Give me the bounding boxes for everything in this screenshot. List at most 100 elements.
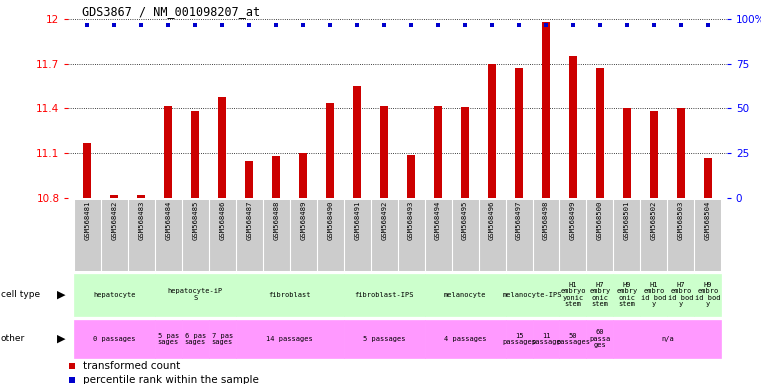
Bar (74, 273, 154, 316)
Text: GSM568484: GSM568484 (165, 201, 171, 240)
Bar (154, 200, 182, 271)
Text: 7 pas
sages: 7 pas sages (212, 333, 233, 345)
Text: 60
passa
ges: 60 passa ges (589, 329, 610, 348)
Bar (263, 200, 290, 271)
Text: GSM568494: GSM568494 (435, 201, 441, 240)
Bar (344, 200, 371, 271)
Bar (74, 319, 154, 358)
Text: H1
embryo
yonic
stem: H1 embryo yonic stem (560, 282, 586, 308)
Bar (533, 200, 559, 271)
Bar (533, 319, 559, 358)
Bar (317, 200, 344, 271)
Bar (182, 319, 209, 358)
Bar (191, 111, 199, 198)
Bar (569, 56, 577, 198)
Bar (587, 200, 613, 271)
Bar (154, 273, 236, 316)
Text: GSM568502: GSM568502 (651, 201, 657, 240)
Text: GSM568483: GSM568483 (139, 201, 145, 240)
Bar (613, 200, 641, 271)
Text: hepatocyte: hepatocyte (93, 292, 135, 298)
Bar (353, 86, 361, 198)
Text: 15
passages: 15 passages (502, 333, 536, 345)
Text: other: other (1, 334, 25, 343)
Text: H9
embro
id bod
y: H9 embro id bod y (695, 282, 721, 308)
Bar (101, 200, 128, 271)
Bar (425, 273, 505, 316)
Text: H7
embry
onic
stem: H7 embry onic stem (589, 282, 610, 308)
Text: GSM568482: GSM568482 (111, 201, 117, 240)
Bar (209, 319, 236, 358)
Bar (461, 107, 469, 198)
Bar (587, 273, 613, 316)
Bar (74, 200, 101, 271)
Text: melanocyte-IPS: melanocyte-IPS (503, 292, 562, 298)
Bar (613, 319, 721, 358)
Text: 14 passages: 14 passages (266, 336, 313, 342)
Bar (110, 195, 119, 198)
Bar (236, 200, 263, 271)
Text: GDS3867 / NM_001098207_at: GDS3867 / NM_001098207_at (81, 5, 260, 18)
Text: ▶: ▶ (57, 334, 65, 344)
Bar (613, 273, 641, 316)
Text: percentile rank within the sample: percentile rank within the sample (83, 374, 259, 384)
Bar (505, 273, 559, 316)
Text: GSM568499: GSM568499 (570, 201, 576, 240)
Bar (154, 319, 182, 358)
Bar (505, 200, 533, 271)
Bar (515, 68, 523, 198)
Bar (83, 143, 91, 198)
Bar (694, 273, 721, 316)
Bar (641, 273, 667, 316)
Bar (596, 68, 604, 198)
Bar (344, 319, 425, 358)
Bar (164, 106, 172, 198)
Bar (236, 319, 344, 358)
Bar (694, 200, 721, 271)
Text: GSM568490: GSM568490 (327, 201, 333, 240)
Text: H9
embry
onic
stem: H9 embry onic stem (616, 282, 638, 308)
Bar (380, 106, 388, 198)
Bar (451, 200, 479, 271)
Text: GSM568496: GSM568496 (489, 201, 495, 240)
Bar (299, 153, 307, 198)
Bar (559, 319, 587, 358)
Bar (245, 161, 253, 198)
Bar (425, 319, 505, 358)
Bar (218, 96, 226, 198)
Text: 0 passages: 0 passages (93, 336, 135, 342)
Bar (272, 156, 280, 198)
Bar (182, 200, 209, 271)
Bar (290, 200, 317, 271)
Text: GSM568503: GSM568503 (678, 201, 684, 240)
Text: ▶: ▶ (57, 290, 65, 300)
Text: GSM568492: GSM568492 (381, 201, 387, 240)
Text: fibroblast-IPS: fibroblast-IPS (355, 292, 414, 298)
Text: GSM568504: GSM568504 (705, 201, 711, 240)
Bar (407, 155, 416, 198)
Bar (488, 64, 496, 198)
Text: 50
passages: 50 passages (556, 333, 590, 345)
Bar (137, 195, 145, 198)
Text: GSM568493: GSM568493 (408, 201, 414, 240)
Text: GSM568491: GSM568491 (354, 201, 360, 240)
Text: GSM568489: GSM568489 (300, 201, 306, 240)
Bar (542, 22, 550, 198)
Text: GSM568487: GSM568487 (247, 201, 252, 240)
Text: GSM568486: GSM568486 (219, 201, 225, 240)
Bar (236, 273, 344, 316)
Bar (704, 157, 712, 198)
Bar (344, 273, 425, 316)
Text: 6 pas
sages: 6 pas sages (185, 333, 206, 345)
Bar (559, 200, 587, 271)
Bar (641, 200, 667, 271)
Bar (559, 273, 587, 316)
Bar (667, 273, 694, 316)
Bar (371, 200, 397, 271)
Text: fibroblast: fibroblast (269, 292, 311, 298)
Text: H7
embro
id bod
y: H7 embro id bod y (668, 282, 693, 308)
Text: GSM568498: GSM568498 (543, 201, 549, 240)
Text: GSM568488: GSM568488 (273, 201, 279, 240)
Bar (434, 106, 442, 198)
Text: cell type: cell type (1, 290, 40, 299)
